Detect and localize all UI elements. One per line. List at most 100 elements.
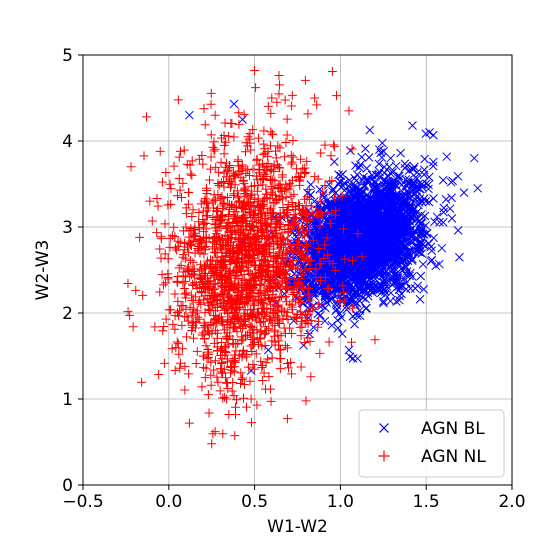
agn-bl-point [438,175,448,185]
agn-bl-point [441,195,451,204]
agn-bl-point [342,305,352,314]
agn-bl-point [419,194,429,204]
x-tick-label: 2.0 [498,492,525,512]
agn-bl-point [382,247,392,257]
agn-bl-point [342,302,351,311]
y-tick-label: 1 [62,390,73,410]
agn-bl-point [334,272,344,282]
agn-bl-point [371,178,380,188]
x-tick-label: 1.5 [413,492,440,512]
agn-bl-point [350,319,359,329]
x-tick-label: 1.0 [327,492,354,512]
agn-bl-point [402,161,412,171]
agn-bl-point [351,161,360,171]
agn-bl-point [325,296,334,306]
y-tick-label: 2 [62,304,73,324]
agn-bl-point [365,125,375,135]
agn-bl-point [401,190,411,200]
agn-bl-point [424,172,434,182]
x-axis-title: W1-W2 [267,517,328,537]
agn-bl-point [362,164,372,173]
agn-bl-point [382,281,392,291]
agn-bl-point [411,192,421,202]
y-axis-title: W2-W3 [33,240,53,301]
agn-bl-point [415,294,425,304]
agn-bl-point [379,298,388,308]
agn-bl-point [447,193,456,203]
agn-bl-point [421,221,431,230]
agn-bl-point [371,170,381,180]
agn-bl-point [391,180,401,190]
agn-bl-point [417,180,426,189]
agn-bl-point [428,130,438,140]
agn-bl-point [401,270,411,280]
agn-bl-point [386,288,396,298]
agn-bl-point [411,242,420,251]
agn-bl-point [429,194,438,203]
agn-bl-point [361,281,371,291]
agn-bl-point [369,283,379,292]
agn-bl-point [364,153,374,162]
agn-bl-point [437,243,447,253]
agn-bl-point [446,177,456,187]
agn-bl-point [335,309,345,318]
agn-bl-point [414,217,424,226]
agn-bl-point [413,281,423,291]
agn-bl-point [424,180,433,190]
agn-bl-point [453,171,463,181]
agn-bl-point [429,233,438,243]
agn-bl-point [394,245,404,254]
agn-bl-point [405,271,414,281]
y-tick-label: 5 [62,46,73,66]
agn-bl-point [330,227,339,236]
agn-bl-point [361,294,370,304]
agn-bl-point [331,222,341,232]
agn-bl-point [420,154,430,164]
data-points [123,65,483,449]
agn-bl-point [379,180,388,189]
agn-bl-point [352,291,362,301]
agn-bl-point [370,183,379,193]
agn-bl-point [439,207,448,217]
agn-bl-point [379,286,389,295]
agn-bl-point [445,204,455,214]
agn-bl-point [453,226,463,235]
agn-bl-point [404,253,413,263]
agn-bl-point [405,221,415,230]
agn-bl-point [419,284,429,294]
agn-bl-point [409,164,418,174]
agn-bl-point [416,210,426,219]
agn-bl-point [333,315,342,325]
x-tick-label: 0.0 [155,492,182,512]
agn-bl-point [424,184,433,194]
agn-bl-point [304,271,314,281]
agn-bl-point [392,277,402,287]
agn-bl-point [428,161,438,171]
agn-bl-point [350,173,359,183]
agn-bl-point [328,184,338,194]
agn-bl-point [429,157,438,167]
agn-bl-point [416,271,426,281]
agn-bl-point [401,262,411,272]
agn-bl-point [390,270,400,280]
agn-bl-point [316,310,325,320]
agn-bl-point [327,320,337,330]
agn-bl-point [388,167,397,177]
agn-bl-point [345,297,354,307]
agn-bl-point [357,152,367,162]
x-tick-label: 0.5 [241,492,268,512]
agn-bl-point [321,201,331,210]
agn-bl-point [414,198,424,207]
agn-bl-point [338,329,347,339]
agn-bl-point [309,301,318,311]
y-tick-label: 0 [62,476,73,496]
agn-bl-point [322,298,332,307]
agn-bl-point [346,146,355,155]
legend-label: AGN BL [421,419,485,439]
y-tick-label: 3 [62,218,73,238]
agn-bl-point [421,196,431,206]
agn-bl-point [397,289,406,299]
agn-bl-point [306,180,316,189]
